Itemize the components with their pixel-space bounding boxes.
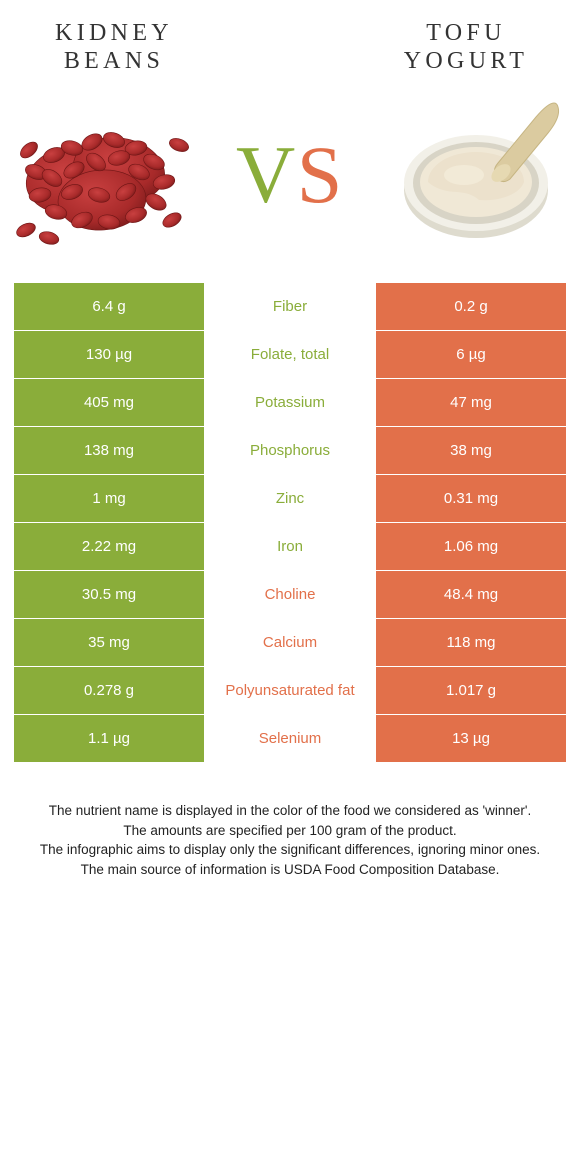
nutrient-label: Folate, total (204, 331, 376, 378)
right-value: 1.06 mg (376, 523, 566, 570)
table-row: 405 mgPotassium47 mg (14, 379, 566, 427)
right-value: 6 µg (376, 331, 566, 378)
vs-v: V (236, 129, 297, 220)
right-value: 47 mg (376, 379, 566, 426)
table-row: 138 mgPhosphorus38 mg (14, 427, 566, 475)
table-row: 1.1 µgSelenium13 µg (14, 715, 566, 763)
table-row: 1 mgZinc0.31 mg (14, 475, 566, 523)
nutrient-label: Fiber (204, 283, 376, 330)
left-value: 138 mg (14, 427, 204, 474)
nutrient-label: Potassium (204, 379, 376, 426)
table-row: 0.278 gPolyunsaturated fat1.017 g (14, 667, 566, 715)
nutrient-label: Phosphorus (204, 427, 376, 474)
table-row: 6.4 gFiber0.2 g (14, 283, 566, 331)
tofu-yogurt-image (386, 95, 566, 255)
left-value: 30.5 mg (14, 571, 204, 618)
table-row: 130 µgFolate, total6 µg (14, 331, 566, 379)
right-value: 13 µg (376, 715, 566, 762)
right-value: 1.017 g (376, 667, 566, 714)
left-value: 2.22 mg (14, 523, 204, 570)
vs-s: S (297, 129, 344, 220)
right-value: 48.4 mg (376, 571, 566, 618)
left-value: 6.4 g (14, 283, 204, 330)
right-value: 118 mg (376, 619, 566, 666)
footer-notes: The nutrient name is displayed in the co… (14, 763, 566, 879)
footer-line: The main source of information is USDA F… (32, 860, 548, 880)
left-value: 405 mg (14, 379, 204, 426)
nutrient-label: Calcium (204, 619, 376, 666)
comparison-table: 6.4 gFiber0.2 g130 µgFolate, total6 µg40… (14, 283, 566, 763)
left-food-title: KIDNEY BEANS (14, 20, 214, 75)
kidney-beans-image (14, 95, 194, 255)
right-value: 0.2 g (376, 283, 566, 330)
left-value: 1.1 µg (14, 715, 204, 762)
table-row: 2.22 mgIron1.06 mg (14, 523, 566, 571)
vs-label: VS (236, 134, 344, 216)
nutrient-label: Choline (204, 571, 376, 618)
table-row: 35 mgCalcium118 mg (14, 619, 566, 667)
left-value: 130 µg (14, 331, 204, 378)
right-value: 0.31 mg (376, 475, 566, 522)
nutrient-label: Zinc (204, 475, 376, 522)
right-value: 38 mg (376, 427, 566, 474)
infographic: KIDNEY BEANS TOFU YOGURT (0, 0, 580, 879)
nutrient-label: Iron (204, 523, 376, 570)
table-row: 30.5 mgCholine48.4 mg (14, 571, 566, 619)
footer-line: The infographic aims to display only the… (32, 840, 548, 860)
left-value: 35 mg (14, 619, 204, 666)
hero-row: VS (14, 85, 566, 265)
right-food-title: TOFU YOGURT (366, 20, 566, 75)
header: KIDNEY BEANS TOFU YOGURT (14, 10, 566, 85)
left-value: 1 mg (14, 475, 204, 522)
footer-line: The amounts are specified per 100 gram o… (32, 821, 548, 841)
left-value: 0.278 g (14, 667, 204, 714)
nutrient-label: Selenium (204, 715, 376, 762)
footer-line: The nutrient name is displayed in the co… (32, 801, 548, 821)
nutrient-label: Polyunsaturated fat (204, 667, 376, 714)
